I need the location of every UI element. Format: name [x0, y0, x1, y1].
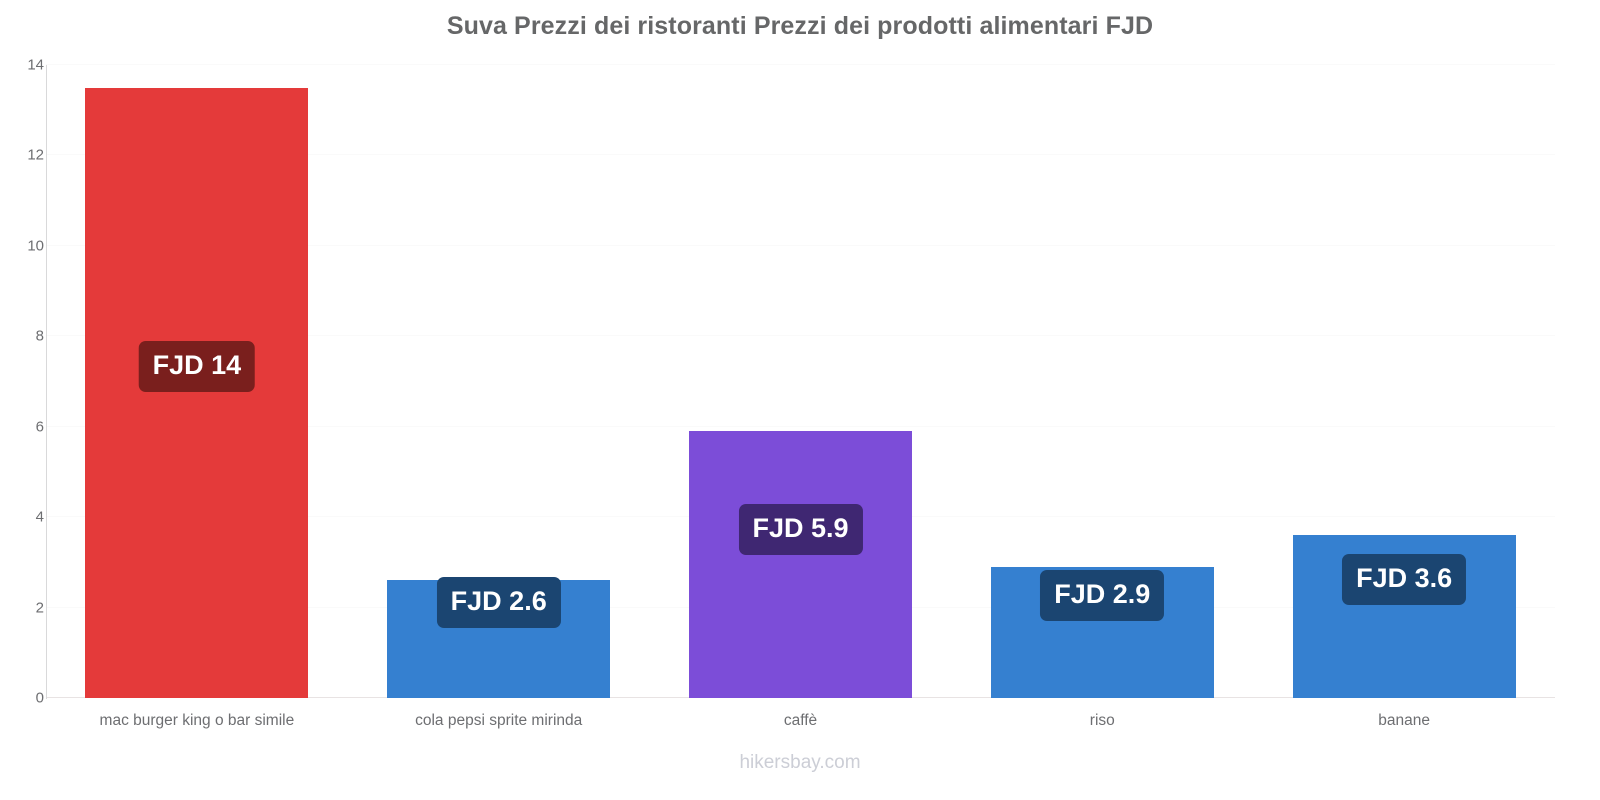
y-tick-label-8: 8 [35, 327, 44, 345]
gridline-y-8 [46, 335, 1555, 337]
chart-title: Suva Prezzi dei ristoranti Prezzi dei pr… [446, 12, 1154, 40]
bar-value-label-1: FJD 14 [138, 340, 256, 392]
bar-value-label-5: FJD 3.6 [1342, 554, 1467, 606]
bar-value-label-4: FJD 2.9 [1040, 570, 1165, 622]
bar-3[interactable]: FJD 5.9 [689, 431, 912, 698]
x-tick-label-5: banane [1378, 712, 1430, 729]
y-tick-label-12: 12 [27, 146, 44, 164]
bar-value-label-2: FJD 2.6 [436, 576, 561, 628]
x-tick-label-1: mac burger king o bar simile [99, 712, 295, 729]
gridline-y-10 [46, 244, 1555, 246]
x-tick-label-4: riso [1089, 712, 1115, 729]
bars-group: FJD 14 FJD 2.6 FJD 5.9 FJD 2.9 FJD 3.6 [46, 65, 1555, 698]
watermark-hikersbay: hikersbay.com [739, 752, 861, 773]
x-tick-label-3: caffè [783, 712, 818, 729]
y-axis-line [46, 65, 47, 699]
gridline-y-6 [46, 425, 1555, 427]
y-tick-label-6: 6 [35, 418, 44, 436]
bar-2[interactable]: FJD 2.6 [387, 576, 611, 698]
y-tick-label-14: 14 [27, 56, 44, 74]
bar-value-label-3: FJD 5.9 [738, 503, 863, 555]
y-tick-label-4: 4 [35, 508, 44, 526]
y-tick-label-10: 10 [27, 237, 44, 255]
y-tick-label-0: 0 [35, 689, 44, 707]
bar-4[interactable]: FJD 2.9 [990, 566, 1214, 698]
y-tick-label-2: 2 [35, 599, 44, 617]
gridline-y-14 [46, 64, 1555, 65]
bar-1[interactable]: FJD 14 [85, 87, 309, 698]
bar-5[interactable]: FJD 3.6 [1292, 535, 1516, 698]
x-tick-label-2: cola pepsi sprite mirinda [415, 712, 583, 729]
gridline-y-12 [46, 154, 1555, 156]
